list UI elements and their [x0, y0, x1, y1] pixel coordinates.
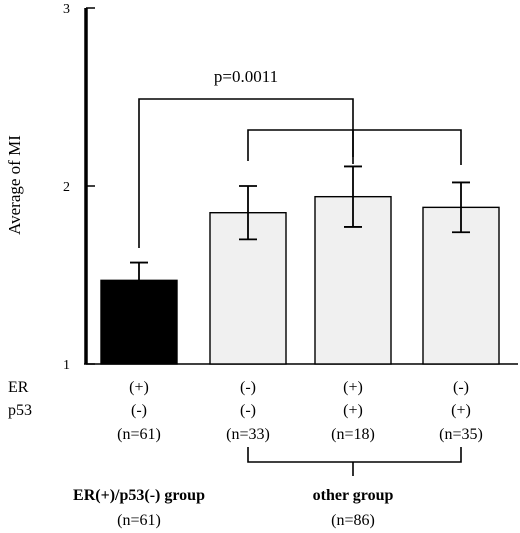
er-status-label: (+) [343, 379, 363, 396]
bars [100, 195, 500, 365]
y-tick-label: 3 [63, 2, 70, 17]
p53-status-label: (-) [131, 402, 147, 419]
group-name-other: other group [313, 487, 394, 504]
p53-status-label: (+) [343, 402, 363, 419]
y-axis-label: Average of MI [5, 135, 24, 235]
other-group-top-bracket [247, 129, 462, 165]
error-bar [452, 181, 470, 234]
n-label: (n=61) [117, 426, 161, 443]
error-bar [344, 165, 362, 228]
p53-status-label: (+) [451, 402, 471, 419]
er-row-label: ER [8, 379, 29, 396]
y-tick-label: 2 [63, 180, 70, 195]
p53-row-label: p53 [8, 402, 32, 419]
group-n-er-pos-p53-neg: (n=61) [117, 512, 161, 529]
n-label: (n=18) [331, 426, 375, 443]
y-ticks: 1 2 3 [63, 2, 95, 373]
error-bar [130, 261, 148, 300]
y-tick-label: 1 [63, 358, 70, 373]
group-n-other: (n=86) [331, 512, 375, 529]
error-bar [239, 185, 257, 241]
group-name-er-pos-p53-neg: ER(+)/p53(-) group [73, 487, 205, 504]
bar [209, 211, 287, 365]
error-bars [130, 165, 470, 300]
other-group-bottom-bracket [247, 447, 462, 476]
er-status-label: (+) [129, 379, 149, 396]
er-status-label: (-) [240, 379, 256, 396]
er-status-label: (-) [453, 379, 469, 396]
p53-status-label: (-) [240, 402, 256, 419]
p-value-label: p=0.0011 [214, 67, 278, 86]
n-label: (n=35) [439, 426, 483, 443]
n-label: (n=33) [226, 426, 270, 443]
column-labels: (+) (-) (+) (-) (-) (-) (+) (+) (n=61) (… [117, 379, 483, 443]
